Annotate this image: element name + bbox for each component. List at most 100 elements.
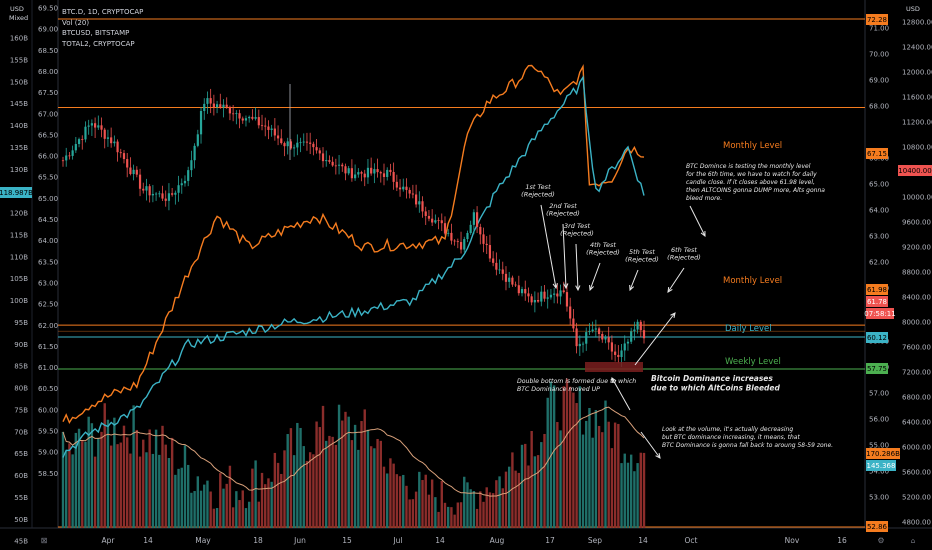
- candle-body: [511, 277, 514, 285]
- volume-bar: [533, 456, 537, 528]
- btcusd-axis-tick: 6400.00: [902, 419, 931, 427]
- arrow-test-2: [562, 223, 567, 289]
- right-axis-tick: 68.00: [869, 103, 889, 111]
- volume-bar: [286, 434, 289, 528]
- volume-bar: [132, 405, 135, 528]
- candle-body: [257, 117, 260, 126]
- volume-bar: [498, 476, 501, 528]
- volume-bar: [424, 474, 427, 528]
- volume-bar: [235, 491, 238, 528]
- arrow-volume-note: [640, 431, 661, 459]
- badge-top-bg: [866, 14, 888, 25]
- volume-bar: [251, 468, 254, 528]
- volume-bar: [357, 449, 360, 528]
- volume-bar: [514, 470, 517, 528]
- candle-body: [382, 173, 386, 177]
- candle-body: [543, 291, 546, 299]
- volume-bar: [472, 491, 476, 528]
- time-axis-tick: Aug: [490, 536, 505, 545]
- volume-bar: [302, 446, 305, 528]
- candle-body: [321, 153, 325, 162]
- price-axis-tick: 69.50: [38, 5, 58, 13]
- candle-body: [312, 143, 315, 148]
- volume-bar: [421, 480, 424, 528]
- candle-body: [122, 153, 126, 160]
- candle-body: [90, 123, 93, 126]
- left-axis-tick: 100B: [10, 297, 28, 305]
- candle-body: [154, 193, 158, 195]
- candle-body: [222, 104, 225, 108]
- volume-bar: [318, 427, 321, 528]
- settings-icon: ⚙: [877, 536, 884, 545]
- candle-body: [116, 141, 119, 153]
- volume-bar: [61, 431, 65, 528]
- candle-body: [488, 245, 492, 259]
- time-axis-tick: Nov: [785, 536, 800, 545]
- time-axis-tick: Apr: [102, 536, 116, 545]
- price-axis-tick: 63.50: [38, 258, 58, 266]
- candle-body: [578, 343, 581, 347]
- candle-body: [585, 332, 588, 344]
- volume-indicator-label[interactable]: Vol (20): [62, 18, 90, 27]
- volume-bar: [273, 452, 277, 528]
- volume-bar: [540, 442, 543, 528]
- monthly-level-lower-label: Monthly Level: [723, 276, 782, 286]
- btcusd-series-label[interactable]: BTCUSD, BITSTAMP: [62, 29, 130, 37]
- arrow-note-head: [700, 230, 706, 238]
- price-axis-tick: 60.50: [38, 385, 58, 393]
- badge-weekly: 57.75: [867, 365, 887, 373]
- candle-body: [614, 351, 617, 355]
- volume-bar: [193, 491, 196, 528]
- candle-body: [424, 211, 427, 216]
- volume-bar: [623, 453, 626, 528]
- volume-bar: [363, 409, 366, 528]
- candle-body: [524, 289, 527, 294]
- candle-body: [630, 331, 633, 342]
- candle-body: [241, 118, 244, 121]
- volume-bar: [626, 462, 630, 528]
- badge-total2: 118.987B: [0, 189, 33, 197]
- candle-body: [633, 329, 636, 332]
- candle-body: [138, 174, 142, 189]
- volume-bar: [485, 487, 488, 528]
- dominance-note: BTC Domince is testing the monthly level: [686, 163, 811, 170]
- volume-bar: [244, 508, 248, 528]
- candle-body: [357, 172, 360, 175]
- candle-body: [498, 269, 501, 271]
- total2-series-label[interactable]: TOTAL2, CRYPTOCAP: [62, 39, 135, 48]
- volume-bar: [135, 429, 139, 528]
- volume-bar: [504, 471, 508, 528]
- time-axis-tick: Sep: [588, 536, 602, 545]
- volume-bar: [209, 491, 212, 528]
- volume-bar: [434, 497, 437, 528]
- candle-body: [309, 142, 312, 144]
- candle-body: [495, 262, 498, 270]
- volume-bar: [379, 440, 382, 528]
- volume-bar: [556, 422, 559, 528]
- candle-body: [565, 292, 569, 307]
- candle-body: [129, 167, 132, 175]
- candle-body: [196, 134, 199, 146]
- candle-body: [283, 143, 286, 147]
- volume-bar: [238, 500, 241, 528]
- candle-body: [556, 293, 559, 297]
- symbol-title[interactable]: BTC.D, 1D, CRYPTOCAP: [62, 8, 144, 16]
- volume-bar: [241, 490, 244, 528]
- volume-bar: [267, 478, 270, 528]
- volume-bar: [228, 465, 232, 528]
- candle-body: [77, 139, 81, 145]
- zoom-icon: ⌂: [911, 537, 915, 545]
- volume-bar: [501, 488, 504, 528]
- volume-bar: [546, 397, 549, 528]
- candle-body: [212, 103, 215, 108]
- candle-body: [402, 186, 405, 190]
- volume-bar: [373, 448, 376, 528]
- candle-body: [315, 147, 318, 151]
- volume-bar: [270, 481, 273, 528]
- candle-body: [119, 152, 122, 154]
- volume-bar: [530, 430, 533, 528]
- volume-bar: [411, 499, 415, 528]
- left-axis-tick: 130B: [10, 166, 28, 174]
- candle-body: [415, 194, 418, 205]
